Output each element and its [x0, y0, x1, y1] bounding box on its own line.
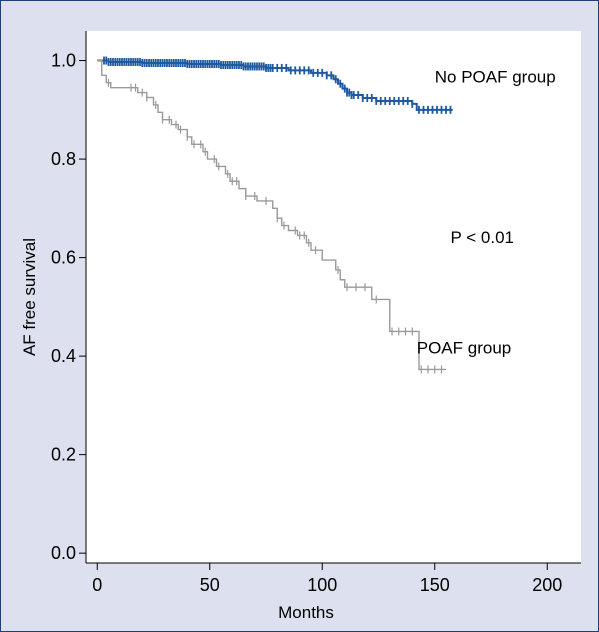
curves: [97, 56, 453, 374]
series-poaf: [97, 59, 446, 374]
y-tick-label: 0.6: [51, 248, 76, 268]
survival-line: [97, 59, 453, 111]
x-tick-label: 0: [92, 575, 102, 595]
chart-annotation: POAF group: [417, 339, 512, 358]
y-tick-label: 1.0: [51, 51, 76, 71]
survival-line: [97, 59, 446, 371]
y-tick-label: 0.0: [51, 543, 76, 563]
chart-labels: No POAF group POAF group P < 0.01: [417, 68, 556, 358]
chart-annotation: No POAF group: [435, 68, 556, 87]
y-axis-label: AF free survival: [20, 238, 39, 356]
x-tick-label: 100: [307, 575, 337, 595]
axes: 0.0 0.2 0.4 0.6 0.8 1.0 0 50 100 150 200: [51, 31, 581, 595]
y-tick-label: 0.8: [51, 149, 76, 169]
x-axis-label: Months: [278, 603, 334, 622]
x-tick-label: 150: [420, 575, 450, 595]
x-tick-label: 50: [200, 575, 220, 595]
series-no-poaf: [97, 56, 453, 114]
x-tick-label: 200: [532, 575, 562, 595]
y-tick-label: 0.2: [51, 445, 76, 465]
chart-annotation: P < 0.01: [451, 228, 515, 247]
y-tick-label: 0.4: [51, 346, 76, 366]
